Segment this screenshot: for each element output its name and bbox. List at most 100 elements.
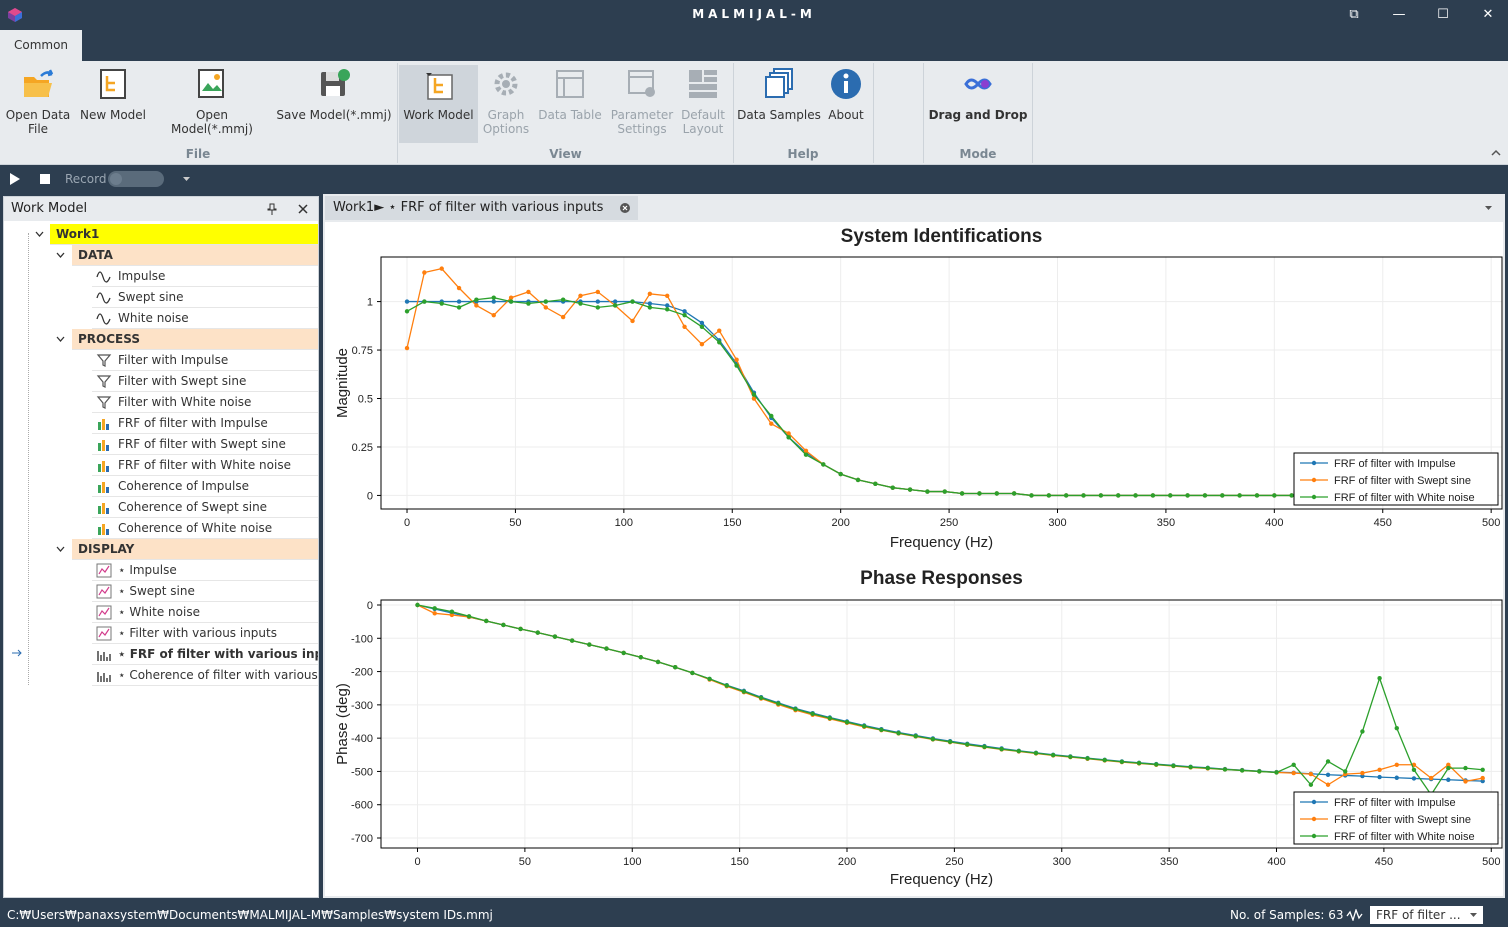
legend-marker xyxy=(1311,833,1317,839)
data-point xyxy=(1463,765,1468,771)
tree-item-process[interactable]: Filter with Impulse xyxy=(92,350,318,371)
y-tick-label: -400 xyxy=(351,733,373,745)
data-point xyxy=(1205,765,1210,771)
data-point xyxy=(751,396,757,401)
tree-item-display[interactable]: ⋆ Impulse xyxy=(92,560,318,581)
data-point xyxy=(1394,725,1399,731)
tree-item-process[interactable]: Coherence of Swept sine xyxy=(92,497,318,518)
data-point xyxy=(508,299,514,304)
data-point xyxy=(456,305,462,310)
collapse-chevron-icon[interactable] xyxy=(56,546,65,553)
tree-item-process[interactable]: Coherence of White noise xyxy=(92,518,318,539)
maximize-button[interactable]: ☐ xyxy=(1437,7,1449,22)
record-toggle[interactable] xyxy=(108,171,164,187)
collapse-chevron-icon[interactable] xyxy=(35,231,44,238)
about-button[interactable]: About xyxy=(824,65,868,143)
tree-item-display[interactable]: ⋆ Filter with various inputs xyxy=(92,623,318,644)
ribbon-separator xyxy=(873,63,874,163)
stop-icon[interactable] xyxy=(39,173,51,185)
series-selector[interactable]: FRF of filter ... xyxy=(1370,906,1483,924)
tree-item-display[interactable]: ⋆ FRF of filter with various inputs xyxy=(92,644,318,665)
tree-item-label: FRF of filter with Swept sine xyxy=(118,437,286,451)
parameter-settings-button[interactable]: Parameter Settings xyxy=(608,65,676,143)
data-table-button[interactable]: Data Table xyxy=(538,65,602,143)
panel-header: Work Model xyxy=(4,197,318,221)
tree-category-data[interactable]: DATA xyxy=(72,245,318,266)
x-tick-label: 450 xyxy=(1375,856,1393,868)
close-button[interactable]: ✕ xyxy=(1482,7,1494,22)
tree-item-process[interactable]: Filter with White noise xyxy=(92,392,318,413)
pin-icon[interactable] xyxy=(267,203,277,215)
x-tick-label: 100 xyxy=(615,517,633,529)
chevron-down-icon[interactable] xyxy=(182,176,191,182)
tab-list-dropdown-icon[interactable] xyxy=(1484,205,1493,211)
open-model-button[interactable]: Open Model(*.mmj) xyxy=(154,65,270,143)
series-group xyxy=(415,602,1485,797)
y-tick-label: 0 xyxy=(367,600,373,612)
data-point xyxy=(699,320,705,326)
tree-item-process[interactable]: FRF of filter with Impulse xyxy=(92,413,318,434)
new-model-button[interactable]: New Model xyxy=(78,65,148,143)
series-group xyxy=(404,266,1485,498)
bar-chart-icon xyxy=(98,524,109,535)
tree-item-label: FRF of filter with Impulse xyxy=(118,416,268,430)
default-layout-button[interactable]: Default Layout xyxy=(680,65,726,143)
y-tick-label: -300 xyxy=(351,700,373,712)
open-data-file-button[interactable]: Open Data File xyxy=(4,65,72,143)
drag-and-drop-label: Drag and Drop xyxy=(928,108,1028,122)
data-point xyxy=(879,727,884,733)
bar-chart-icon xyxy=(98,440,109,451)
tree-item-process[interactable]: Filter with Swept sine xyxy=(92,371,318,392)
tree-item-process[interactable]: FRF of filter with Swept sine xyxy=(92,434,318,455)
document-tab[interactable]: Work1► ⋆ FRF of filter with various inpu… xyxy=(325,196,638,220)
plot-border xyxy=(380,256,1503,510)
close-tab-icon[interactable] xyxy=(619,202,630,213)
work-model-button[interactable]: Work Model xyxy=(399,65,478,143)
data-point xyxy=(560,297,566,302)
data-point xyxy=(1046,493,1052,498)
tree-item-data[interactable]: Impulse xyxy=(92,266,318,287)
data-point xyxy=(1011,491,1017,496)
tree-item-display[interactable]: ⋆ Coherence of filter with various input… xyxy=(92,665,318,686)
data-point xyxy=(925,489,930,494)
save-model-button[interactable]: Save Model(*.mmj) xyxy=(276,65,392,143)
tab-common[interactable]: Common xyxy=(0,30,82,61)
tree-item-display[interactable]: ⋆ Swept sine xyxy=(92,581,318,602)
data-point xyxy=(587,642,592,647)
data-samples-button[interactable]: Data Samples xyxy=(737,65,821,143)
document-area: Work1► ⋆ FRF of filter with various inpu… xyxy=(323,194,1505,898)
tree-item-data[interactable]: White noise xyxy=(92,308,318,329)
data-point xyxy=(1446,765,1451,771)
data-point xyxy=(1016,748,1022,754)
minimize-button[interactable]: — xyxy=(1392,7,1406,22)
tree-item-label: Coherence of Impulse xyxy=(118,479,249,493)
legend-entry: FRF of filter with Impulse xyxy=(1334,797,1456,809)
collapse-chevron-icon[interactable] xyxy=(56,336,65,343)
play-icon[interactable] xyxy=(9,172,21,186)
data-point xyxy=(1239,768,1245,773)
close-icon[interactable] xyxy=(298,204,308,214)
restore-layout-icon[interactable]: ⧉ xyxy=(1349,7,1359,22)
sample-count: No. of Samples: 63 xyxy=(1230,908,1344,922)
collapse-ribbon-icon[interactable] xyxy=(1490,147,1502,157)
drag-and-drop-button[interactable]: Drag and Drop xyxy=(928,65,1028,143)
data-point xyxy=(612,303,618,308)
data-point xyxy=(508,295,514,300)
x-tick-label: 200 xyxy=(831,517,849,529)
filter-icon xyxy=(96,354,112,367)
tree-item-display[interactable]: ⋆ White noise xyxy=(92,602,318,623)
tree-category-display[interactable]: DISPLAY xyxy=(72,539,318,560)
y-tick-label: -600 xyxy=(351,800,373,812)
work-model-label: Work Model xyxy=(403,108,474,122)
x-tick-label: 400 xyxy=(1267,856,1285,868)
tree-item-process[interactable]: Coherence of Impulse xyxy=(92,476,318,497)
data-point xyxy=(1394,775,1399,780)
tree-item-data[interactable]: Swept sine xyxy=(92,287,318,308)
data-point xyxy=(449,612,455,618)
collapse-chevron-icon[interactable] xyxy=(56,252,65,259)
open-data-file-label: Open Data File xyxy=(5,108,71,136)
tree-root-work1[interactable]: Work1 xyxy=(50,224,318,245)
tree-item-process[interactable]: FRF of filter with White noise xyxy=(92,455,318,476)
graph-options-button[interactable]: Graph Options xyxy=(480,65,532,143)
tree-category-process[interactable]: PROCESS xyxy=(72,329,318,350)
